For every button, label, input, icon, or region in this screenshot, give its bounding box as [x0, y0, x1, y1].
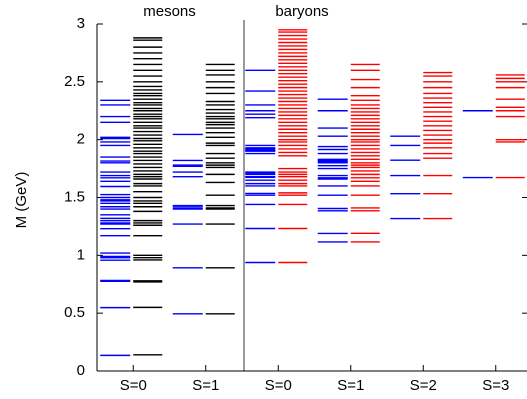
- x-tick-label: S=1: [192, 377, 219, 394]
- y-tick-label: 2.5: [64, 73, 85, 90]
- x-tick-label: S=0: [265, 377, 292, 394]
- y-tick-label: 3: [77, 15, 85, 32]
- y-tick-label: 0: [77, 362, 85, 379]
- group-label: mesons: [143, 3, 196, 20]
- group-label: baryons: [275, 3, 328, 20]
- y-tick-label: 2: [77, 131, 85, 148]
- y-tick-label: 1.5: [64, 188, 85, 205]
- y-tick-label: 0.5: [64, 304, 85, 321]
- x-tick-label: S=2: [410, 377, 437, 394]
- y-axis-label: M (GeV): [13, 172, 30, 229]
- y-tick-label: 1: [77, 246, 85, 263]
- x-tick-label: S=3: [482, 377, 509, 394]
- x-tick-label: S=0: [120, 377, 147, 394]
- x-tick-label: S=1: [337, 377, 364, 394]
